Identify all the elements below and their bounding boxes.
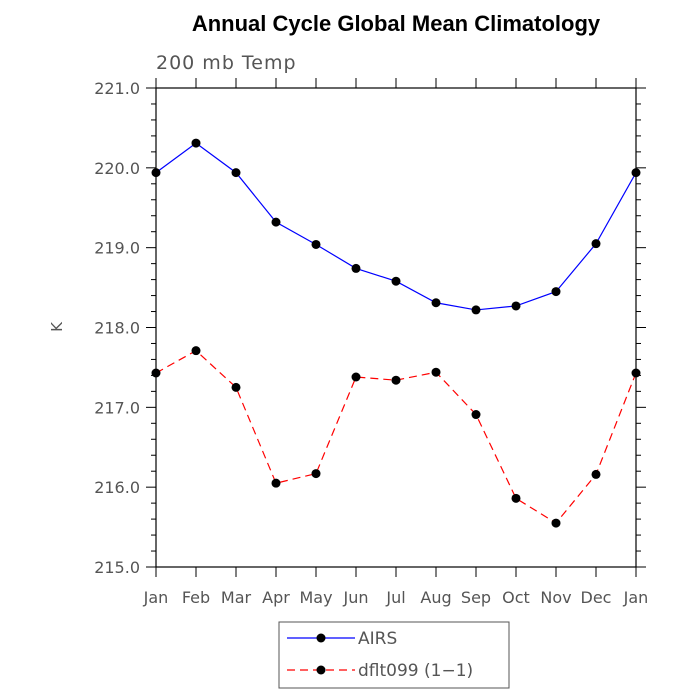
legend-item: AIRS [287,629,397,649]
axis-ticks: 215.0 216.0 217.0 218.0 219.0 220.0 221.0 Jan Fe… [94,78,648,607]
legend-marker [316,633,326,643]
y-tick-label: 219.0 [94,239,140,258]
data-point [391,276,401,286]
x-tick-label: May [299,588,332,607]
y-tick-label: 221.0 [94,79,140,98]
data-point [471,410,481,420]
x-tick-label: Aug [420,588,451,607]
data-point [591,469,601,479]
data-point [311,469,321,479]
legend-box [278,621,510,689]
y-tick-label: 217.0 [94,398,140,417]
data-point [311,239,321,249]
data-point [631,168,641,178]
x-tick-label: Sep [461,588,491,607]
x-tick-label: Jun [343,588,369,607]
data-point [351,263,361,273]
legend-marker [316,665,326,675]
data-point [551,287,561,297]
data-point [591,239,601,249]
data-point [191,138,201,148]
y-axis-label: K [48,321,66,332]
data-point [271,478,281,488]
data-point [511,493,521,503]
x-tick-label: Apr [262,588,290,607]
data-point [471,305,481,315]
x-tick-label: Jan [623,588,649,607]
x-tick-label: Nov [540,588,571,607]
x-tick-label: Feb [182,588,210,607]
series-0 [151,138,641,315]
legend: AIRS dflt099 (1−1) [278,621,510,689]
plot-frame [155,87,637,568]
data-point [231,168,241,178]
data-point [271,217,281,227]
x-tick-label: Jan [143,588,169,607]
data-point [551,518,561,528]
data-point [151,168,161,178]
data-point [351,372,361,382]
chart-title: Annual Cycle Global Mean Climatology [192,11,601,36]
legend-item: dflt099 (1−1) [287,661,473,681]
series-layer [151,138,641,528]
data-point [631,368,641,378]
data-point [431,298,441,308]
x-tick-label: Mar [221,588,252,607]
x-tick-label: Oct [502,588,530,607]
x-tick-label: Jul [385,588,405,607]
data-point [511,301,521,311]
legend-label: dflt099 (1−1) [358,661,473,681]
x-tick-label: Dec [581,588,612,607]
y-tick-label: 220.0 [94,159,140,178]
data-point [431,367,441,377]
legend-label: AIRS [358,629,397,649]
chart-subtitle: 200 mb Temp [156,52,297,74]
series-1 [151,346,641,528]
data-point [391,375,401,385]
y-tick-label: 216.0 [94,478,140,497]
data-point [231,382,241,392]
data-point [151,368,161,378]
y-tick-label: 218.0 [94,319,140,338]
y-tick-label: 215.0 [94,558,140,577]
data-point [191,346,201,356]
